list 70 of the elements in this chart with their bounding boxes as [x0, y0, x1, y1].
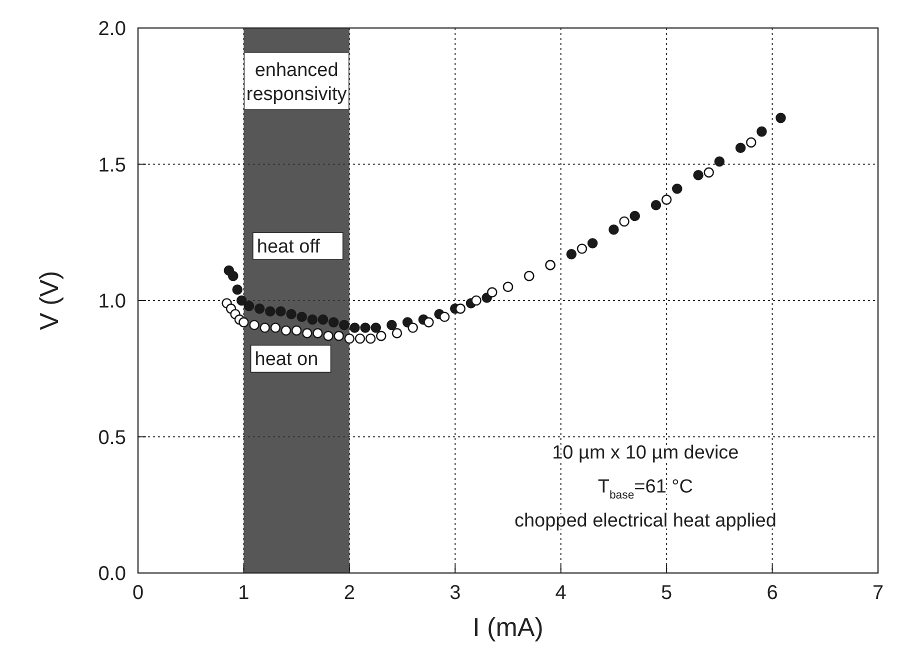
point — [328, 317, 339, 328]
y-tick-label: 1.5 — [98, 154, 126, 176]
x-tick-label: 0 — [132, 582, 144, 604]
x-tick-label: 5 — [661, 582, 672, 604]
y-axis-title: V (V) — [34, 270, 64, 330]
point — [264, 306, 276, 317]
point — [280, 325, 292, 336]
band-label: enhanced responsivity — [246, 60, 348, 105]
x-tick-label: 1 — [238, 582, 250, 604]
annotation: 10 µm x 10 µm device — [552, 442, 739, 464]
x-tick-label: 3 — [450, 582, 461, 604]
point — [587, 238, 598, 248]
point — [608, 224, 619, 235]
point — [323, 330, 334, 342]
point — [244, 300, 254, 312]
y-tick-label: 1.0 — [98, 290, 126, 312]
y-tick-label: 0.0 — [98, 563, 126, 585]
point — [318, 314, 328, 325]
point — [376, 330, 386, 342]
x-tick-label: 2 — [344, 582, 355, 604]
point — [672, 184, 682, 194]
point — [276, 306, 286, 317]
y-tick-label: 0.5 — [98, 426, 126, 449]
x-tick-label: 7 — [872, 582, 884, 604]
point — [455, 304, 466, 314]
point — [424, 317, 434, 328]
point — [354, 334, 366, 344]
point — [232, 284, 243, 295]
point — [338, 320, 350, 330]
point — [344, 334, 355, 344]
annotation: chopped electrical heat applied — [514, 510, 776, 532]
point — [236, 295, 247, 306]
point — [334, 330, 344, 342]
annotation: T$_{base}$=61 °C — [598, 476, 693, 502]
point — [704, 167, 714, 178]
point — [296, 312, 308, 322]
point — [693, 170, 704, 180]
point — [312, 328, 323, 338]
point — [386, 320, 397, 330]
point — [471, 295, 482, 306]
point — [661, 194, 672, 205]
y-tick-label: 2.0 — [98, 18, 126, 40]
point — [302, 328, 312, 338]
point — [238, 317, 249, 328]
point — [566, 249, 577, 260]
point — [350, 322, 360, 333]
x-axis-title: I (mA) — [472, 612, 544, 642]
point — [286, 308, 296, 320]
point — [260, 322, 270, 333]
point — [291, 325, 302, 336]
point — [360, 322, 370, 333]
point — [270, 322, 281, 333]
point — [650, 200, 662, 210]
point — [714, 156, 725, 167]
x-tick-label: 6 — [766, 582, 778, 604]
point — [249, 320, 260, 330]
point — [756, 126, 767, 137]
point — [746, 137, 756, 148]
point — [630, 210, 640, 222]
point — [307, 314, 318, 325]
x-tick-label: 4 — [555, 582, 566, 604]
point — [735, 142, 746, 154]
point — [370, 322, 382, 333]
point — [776, 112, 786, 124]
point — [439, 312, 450, 322]
series-label: heat off — [256, 236, 321, 258]
series-label: heat on — [254, 349, 318, 370]
point — [228, 270, 238, 282]
point — [392, 328, 402, 338]
point — [254, 304, 265, 314]
